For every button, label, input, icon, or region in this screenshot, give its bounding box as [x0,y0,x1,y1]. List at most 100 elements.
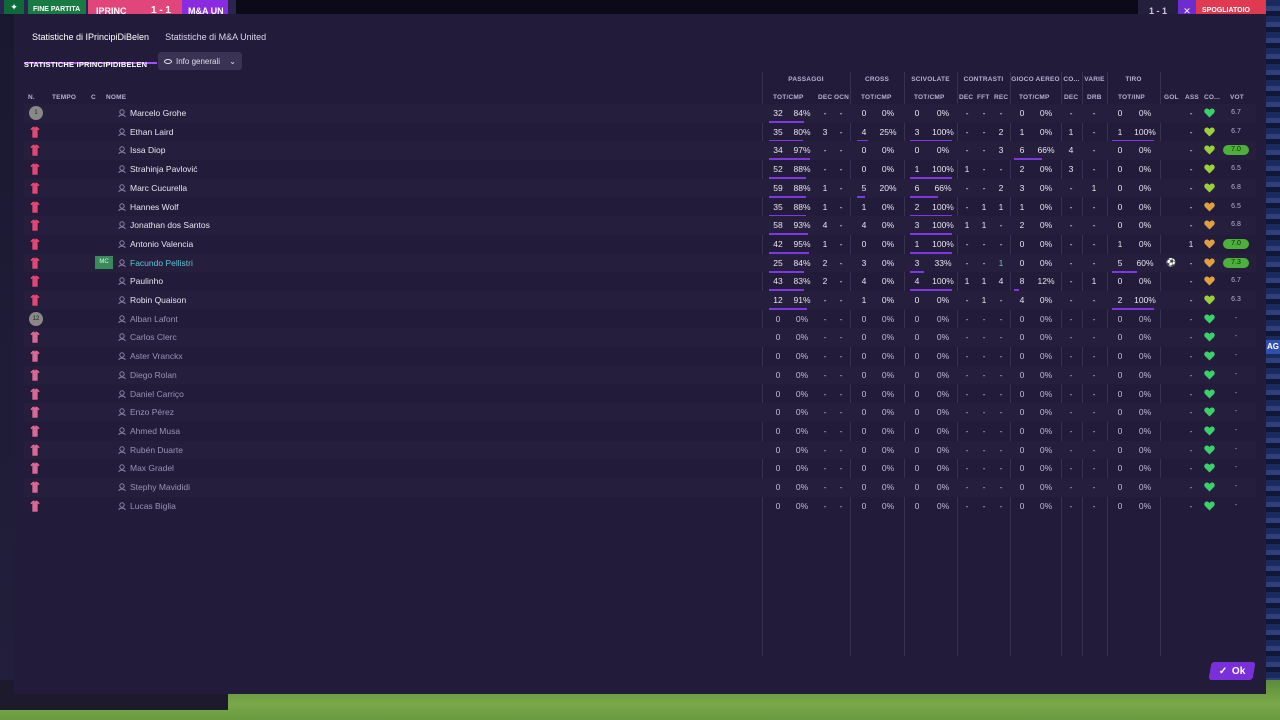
player-profile-icon[interactable] [118,184,126,192]
player-name[interactable]: Ahmed Musa [130,425,181,436]
player-name[interactable]: Rubén Duarte [130,444,183,455]
table-row[interactable]: 12 Alban Lafont 0 0% - - 0 0% 0 0% - - - 0 0% - - 0 0% - - [24,310,1256,329]
col-con-fft[interactable]: FFT [977,94,990,101]
player-name[interactable]: Stephy Mavididi [130,482,191,492]
player-name[interactable]: Robin Quaison [130,295,187,305]
close-icon[interactable]: ✕ [1178,0,1196,16]
col-vot[interactable]: VOT [1230,94,1244,101]
table-row[interactable]: Lucas Biglia 0 0% - - 0 0% 0 0% - - - 0 0% - - 0 0% - - [24,497,1256,516]
col-aereo-tot[interactable]: TOT/CMP [1019,94,1050,101]
pass-ocn: - [839,425,843,436]
table-row[interactable]: MC Facundo Pellistri 25 84% 2-3 0% 3 33% - -1 0 0% -… [24,253,1256,273]
col-number[interactable]: N. [28,94,35,101]
table-row[interactable]: Jonathan dos Santos 58 93% 4-4 0% 3 100% 1 1-2 0%… [24,216,1256,236]
table-row[interactable]: Antonio Valencia 42 95% 1-0 0% 1 100% - - -0 0% - -1… [24,235,1256,254]
table-row[interactable]: Hannes Wolf 35 88% 1-1 0% 2 100% -1 1 1 0% - -0 0% -6.… [24,198,1256,217]
aerial-pct: 0% [1039,220,1053,231]
player-profile-icon[interactable] [118,146,126,155]
table-row[interactable]: Marc Cucurella 59 88% 1-5 20% 6 66% - -2 3 0% -1 0 0%… [24,178,1256,198]
table-row[interactable]: Aster Vranckx 0 0% - - 0 0% 0 0% - - - 0 0% - - 0 0% - - [24,347,1256,366]
ok-button[interactable]: ✓ Ok [1208,662,1256,680]
column-divider [1160,72,1161,656]
player-profile-icon[interactable] [118,501,126,510]
table-row[interactable]: Issa Diop 34 97% - - 0 0% 0 0% - - 3 6 66% 4 - 0 0% - 7.0 [24,141,1256,161]
col-gol[interactable]: GOL [1164,94,1179,101]
player-profile-icon[interactable] [118,202,126,211]
player-profile-icon[interactable] [118,408,126,417]
player-profile-icon[interactable] [118,445,126,454]
player-name[interactable]: Daniel Carriço [130,388,184,399]
player-name[interactable]: Alban Lafont [130,313,178,324]
table-row[interactable]: Strahinja Pavlović 52 88% - - 0 0% 1 100% 1 - - 2 0% 3… [24,160,1256,180]
duel-fft: - [982,444,986,455]
col-sciv-tot[interactable]: TOT/CMP [914,94,945,101]
player-profile-icon[interactable] [118,464,126,473]
tab-home-stats[interactable]: Statistiche di IPrincipiDiBelen [24,28,158,64]
col-co-dec[interactable]: DEC [1064,94,1079,101]
table-row[interactable]: Stephy Mavididi 0 0% - - 0 0% 0 0% - - - 0 0% - - 0 0% - - [24,478,1256,497]
player-rating: 6.5 [1231,202,1241,210]
dressing-room-button[interactable]: SPOGLIATOIO [1196,0,1266,14]
player-name[interactable]: Strahinja Pavlović [130,164,198,175]
col-nome[interactable]: NOME [106,94,127,101]
player-name[interactable]: Diego Rolan [130,369,177,380]
background-crowd-left [0,0,14,700]
table-row[interactable]: Robin Quaison 12 91% - - 1 0% 0 0% - 1 - 4 0% - - 2 100% -… [24,291,1256,310]
table-row[interactable]: Diego Rolan 0 0% - - 0 0% 0 0% - - - 0 0% - - 0 0% - - [24,365,1256,385]
player-profile-icon[interactable] [118,389,126,398]
player-name[interactable]: Antonio Valencia [130,238,194,249]
player-name[interactable]: Max Gradel [130,463,174,474]
col-con-rec[interactable]: REC [994,94,1009,101]
player-profile-icon[interactable] [118,240,126,249]
player-profile-icon[interactable] [118,333,126,342]
col-pass-dec[interactable]: DEC [818,94,833,101]
player-profile-icon[interactable] [118,277,126,286]
player-name[interactable]: Marcelo Grohe [130,108,187,118]
player-name[interactable]: Issa Diop [130,145,166,156]
table-row[interactable]: Ethan Laird 35 80% 3-4 25% 3 100% - -2 1 0% 1-1 100%… [24,123,1256,142]
player-name[interactable]: Paulinho [130,276,164,287]
player-name[interactable]: Hannes Wolf [130,201,179,212]
col-cross-tot[interactable]: TOT/CMP [861,94,892,101]
col-con-dec[interactable]: DEC [959,94,974,101]
player-profile-icon[interactable] [118,427,126,436]
player-profile-icon[interactable] [118,221,126,230]
pass-pct: 84% [793,257,811,268]
player-name[interactable]: Lucas Biglia [130,500,176,511]
player-name[interactable]: Ethan Laird [130,126,174,137]
col-varie-drb[interactable]: DRB [1087,94,1102,101]
col-tiro-tot[interactable]: TOT/INP [1118,94,1145,101]
player-profile-icon[interactable] [118,296,126,305]
col-pass-tot[interactable]: TOT/CMP [773,94,804,101]
col-ass[interactable]: ASS [1185,94,1199,101]
table-row[interactable]: Carlos Clerc 0 0% - - 0 0% 0 0% - - - 0 0% - - 0 0% - - [24,328,1256,348]
view-dropdown[interactable]: Info generali ⌄ [158,52,242,70]
col-tempo[interactable]: TEMPO [52,94,77,101]
table-row[interactable]: Daniel Carriço 0 0% - - 0 0% 0 0% - - - 0 0% - - 0 0% - - [24,385,1256,404]
col-c[interactable]: C [91,94,96,101]
player-name[interactable]: Enzo Pérez [130,407,174,418]
table-row[interactable]: Max Gradel 0 0% - - 0 0% 0 0% - - - 0 0% - - 0 0% - - [24,459,1256,478]
tab-away-stats[interactable]: Statistiche di M&A United [165,32,267,42]
player-profile-icon[interactable] [118,127,126,136]
table-row[interactable]: Ahmed Musa 0 0% - - 0 0% 0 0% - - - 0 0% - - 0 0% - - [24,422,1256,441]
player-name[interactable]: Carlos Clerc [130,332,177,343]
player-profile-icon[interactable] [118,352,126,361]
player-name[interactable]: Marc Cucurella [130,182,188,193]
col-co[interactable]: CO... [1204,94,1221,101]
table-row[interactable]: Rubén Duarte 0 0% - - 0 0% 0 0% - - - 0 0% - - 0 0% - - [24,440,1256,460]
player-profile-icon[interactable] [118,314,126,323]
table-row[interactable]: Paulinho 43 83% 2-4 0% 4 100% 1 1 4 8 12% -1 0 0% -6.7 [24,272,1256,292]
player-profile-icon[interactable] [118,109,126,118]
player-profile-icon[interactable] [118,371,126,379]
player-profile-icon[interactable] [118,258,126,267]
player-profile-icon[interactable] [118,483,126,492]
col-pass-ocn[interactable]: OCN [834,94,850,101]
table-row[interactable]: Enzo Pérez 0 0% - - 0 0% 0 0% - - - 0 0% - - 0 0% - - [24,403,1256,422]
aerial-pct: 0% [1039,238,1053,249]
player-name[interactable]: Aster Vranckx [130,351,183,362]
player-name[interactable]: Facundo Pellistri [130,257,193,268]
player-name[interactable]: Jonathan dos Santos [130,220,210,231]
table-row[interactable]: 1 Marcelo Grohe 32 84% - - 0 0% 0 0% - - - 0 0% - - 0 0% - 6… [24,104,1256,123]
player-profile-icon[interactable] [118,165,126,174]
